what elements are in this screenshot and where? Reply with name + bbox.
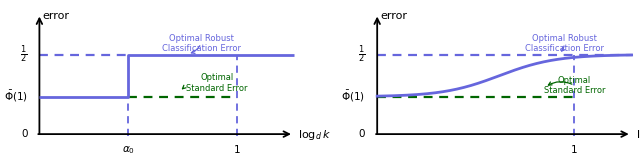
Text: $\bar{\Phi}(1)$: $\bar{\Phi}(1)$	[341, 89, 365, 104]
Text: 0: 0	[359, 129, 365, 139]
Text: Optimal
Standard Error: Optimal Standard Error	[182, 73, 248, 93]
Text: $\alpha_0$: $\alpha_0$	[122, 145, 134, 156]
Text: 1: 1	[571, 145, 578, 155]
Text: $\log_d k$: $\log_d k$	[298, 128, 331, 142]
Text: $\bar{\Phi}(1)$: $\bar{\Phi}(1)$	[4, 89, 28, 104]
Text: $\frac{1}{2}$: $\frac{1}{2}$	[358, 44, 365, 65]
Text: 0: 0	[21, 129, 28, 139]
Text: $\log_d k$: $\log_d k$	[636, 128, 640, 142]
Text: Optimal
Standard Error: Optimal Standard Error	[543, 76, 605, 95]
Text: $\frac{1}{2}$: $\frac{1}{2}$	[20, 44, 28, 65]
Text: 1: 1	[234, 145, 240, 155]
Text: Optimal Robust
Classification Error: Optimal Robust Classification Error	[525, 34, 604, 53]
Text: error: error	[380, 11, 407, 21]
Text: error: error	[42, 11, 69, 21]
Text: Optimal Robust
Classification Error: Optimal Robust Classification Error	[162, 34, 241, 53]
